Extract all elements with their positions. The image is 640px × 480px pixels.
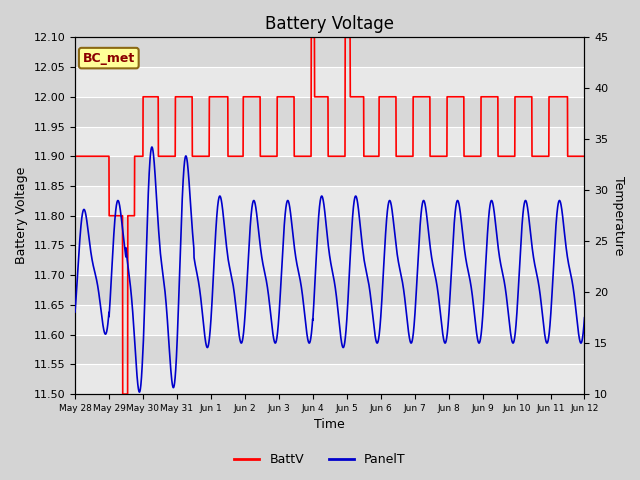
Bar bbox=[75, 245, 584, 275]
Bar bbox=[75, 364, 584, 394]
Title: Battery Voltage: Battery Voltage bbox=[265, 15, 394, 33]
Text: BC_met: BC_met bbox=[83, 52, 135, 65]
Bar bbox=[75, 97, 584, 127]
Bar bbox=[75, 67, 584, 97]
Bar bbox=[75, 335, 584, 364]
X-axis label: Time: Time bbox=[314, 419, 345, 432]
Bar bbox=[75, 37, 584, 67]
Bar bbox=[75, 127, 584, 156]
Bar bbox=[75, 305, 584, 335]
Legend: BattV, PanelT: BattV, PanelT bbox=[229, 448, 411, 471]
Bar bbox=[75, 216, 584, 245]
Bar bbox=[75, 275, 584, 305]
Bar bbox=[75, 156, 584, 186]
Bar bbox=[75, 186, 584, 216]
Y-axis label: Temperature: Temperature bbox=[612, 176, 625, 255]
Y-axis label: Battery Voltage: Battery Voltage bbox=[15, 167, 28, 264]
